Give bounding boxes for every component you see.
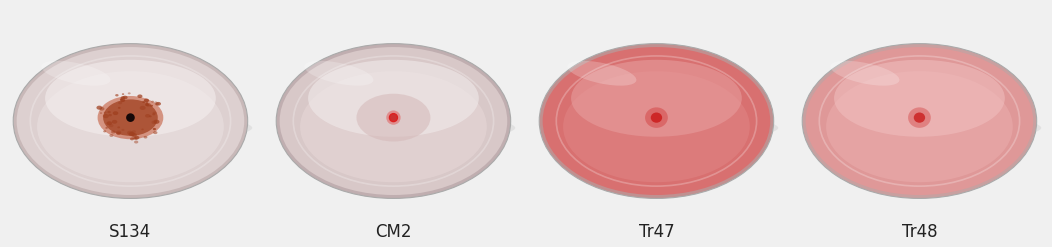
Ellipse shape [304, 61, 373, 86]
Ellipse shape [834, 60, 1005, 137]
Ellipse shape [127, 131, 133, 135]
Ellipse shape [112, 120, 118, 124]
Ellipse shape [106, 121, 113, 125]
Ellipse shape [149, 115, 151, 117]
Ellipse shape [122, 93, 124, 95]
Ellipse shape [645, 107, 668, 128]
Ellipse shape [543, 47, 770, 195]
Ellipse shape [17, 47, 244, 195]
Ellipse shape [99, 107, 104, 111]
Ellipse shape [118, 101, 122, 104]
Ellipse shape [104, 112, 106, 114]
Ellipse shape [807, 115, 1041, 141]
Ellipse shape [120, 99, 125, 102]
Ellipse shape [651, 112, 662, 123]
Ellipse shape [277, 44, 510, 198]
Ellipse shape [300, 71, 487, 182]
Ellipse shape [117, 132, 121, 135]
Ellipse shape [144, 99, 149, 102]
Ellipse shape [118, 107, 121, 109]
Ellipse shape [153, 113, 156, 115]
Ellipse shape [151, 101, 154, 103]
Ellipse shape [389, 114, 398, 122]
Ellipse shape [571, 60, 742, 137]
Ellipse shape [145, 103, 148, 105]
Text: Tr48: Tr48 [902, 223, 937, 241]
Circle shape [126, 113, 135, 122]
Ellipse shape [154, 131, 158, 134]
Ellipse shape [103, 130, 106, 132]
Ellipse shape [18, 115, 252, 141]
Ellipse shape [113, 111, 118, 115]
Ellipse shape [914, 112, 925, 123]
Ellipse shape [544, 115, 778, 141]
Ellipse shape [132, 133, 137, 137]
Ellipse shape [121, 129, 124, 131]
Ellipse shape [145, 103, 149, 106]
Ellipse shape [121, 96, 125, 99]
Text: S134: S134 [109, 223, 151, 241]
Ellipse shape [134, 137, 138, 140]
Ellipse shape [153, 112, 156, 114]
Ellipse shape [98, 96, 163, 139]
Ellipse shape [357, 94, 430, 142]
Ellipse shape [155, 102, 158, 104]
Ellipse shape [151, 120, 157, 124]
Ellipse shape [117, 126, 120, 128]
Ellipse shape [109, 134, 114, 137]
Ellipse shape [142, 101, 145, 103]
Ellipse shape [281, 115, 515, 141]
Ellipse shape [156, 102, 161, 106]
Ellipse shape [108, 124, 114, 127]
Ellipse shape [308, 60, 479, 137]
Ellipse shape [116, 130, 121, 134]
Ellipse shape [103, 99, 158, 136]
Ellipse shape [143, 136, 147, 139]
Ellipse shape [567, 61, 636, 86]
Ellipse shape [145, 114, 150, 118]
Ellipse shape [280, 47, 507, 195]
Ellipse shape [138, 94, 142, 98]
Ellipse shape [540, 44, 773, 198]
Ellipse shape [97, 106, 102, 110]
Ellipse shape [830, 61, 899, 86]
Ellipse shape [127, 92, 130, 94]
Ellipse shape [150, 105, 153, 107]
Ellipse shape [908, 107, 931, 128]
Ellipse shape [14, 44, 247, 198]
Ellipse shape [45, 60, 216, 137]
Ellipse shape [154, 120, 160, 124]
Ellipse shape [105, 127, 108, 129]
Ellipse shape [155, 103, 159, 105]
Ellipse shape [100, 112, 102, 114]
Ellipse shape [826, 71, 1013, 182]
Text: CM2: CM2 [376, 223, 411, 241]
Ellipse shape [135, 136, 140, 140]
Ellipse shape [107, 111, 110, 113]
Ellipse shape [128, 132, 135, 136]
Ellipse shape [112, 130, 116, 133]
Ellipse shape [120, 98, 123, 100]
Ellipse shape [132, 130, 136, 133]
Ellipse shape [133, 137, 136, 139]
Ellipse shape [386, 110, 401, 125]
Ellipse shape [140, 106, 145, 110]
Ellipse shape [803, 44, 1036, 198]
Ellipse shape [41, 61, 110, 86]
Ellipse shape [130, 138, 134, 140]
Ellipse shape [145, 102, 148, 104]
Text: Tr47: Tr47 [639, 223, 674, 241]
Ellipse shape [141, 128, 144, 130]
Ellipse shape [146, 103, 151, 107]
Ellipse shape [103, 114, 108, 118]
Ellipse shape [563, 71, 750, 182]
Ellipse shape [806, 47, 1033, 195]
Ellipse shape [37, 71, 224, 182]
Ellipse shape [134, 141, 138, 144]
Ellipse shape [153, 128, 156, 130]
Ellipse shape [115, 94, 119, 96]
Ellipse shape [108, 114, 112, 116]
Ellipse shape [122, 96, 127, 99]
